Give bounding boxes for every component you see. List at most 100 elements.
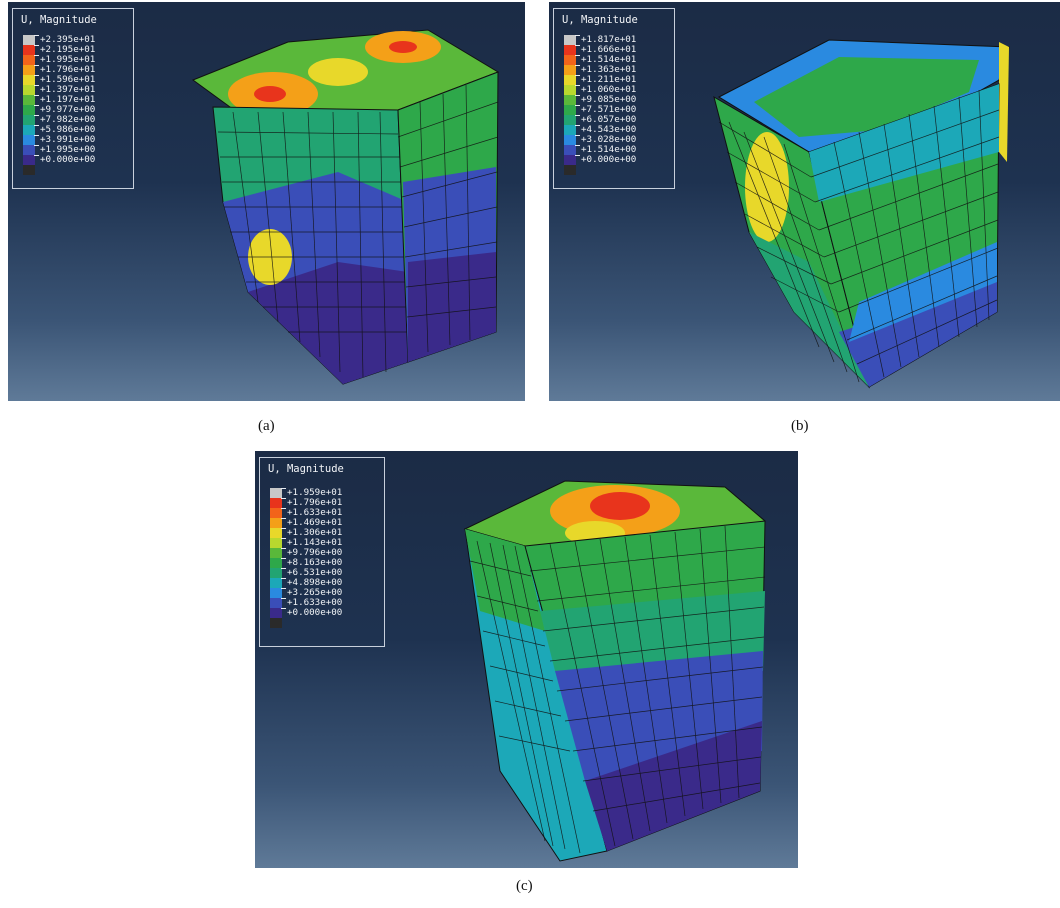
- viewport-a[interactable]: U, Magnitude +2.395e+01 +2.195e+01 +1.99…: [8, 2, 525, 401]
- legend-tick: +3.265e+00: [280, 587, 343, 598]
- legend-tick: +4.898e+00: [280, 577, 343, 588]
- legend-tick: +1.514e+00: [574, 144, 637, 155]
- legend-tick: +1.959e+01: [280, 487, 343, 498]
- legend-tick: +2.195e+01: [33, 44, 96, 55]
- legend-title: U, Magnitude: [562, 14, 638, 26]
- legend-swatch: [564, 105, 576, 115]
- legend-swatch: [23, 95, 35, 105]
- legend-tick: +9.796e+00: [280, 547, 343, 558]
- legend-tick: +1.143e+01: [280, 537, 343, 548]
- legend-swatch: [270, 588, 282, 598]
- legend-swatch: [270, 528, 282, 538]
- legend-swatch: [270, 618, 282, 628]
- viewport-c[interactable]: U, Magnitude +1.959e+01 +1.796e+01 +1.63…: [255, 451, 798, 868]
- deformed-mesh-model-c: [463, 480, 766, 862]
- legend-tick: +1.995e+00: [33, 144, 96, 155]
- legend-swatch: [564, 75, 576, 85]
- legend-swatch: [23, 65, 35, 75]
- legend-tick: +3.991e+00: [33, 134, 96, 145]
- legend-swatch: [564, 125, 576, 135]
- legend-swatch: [23, 105, 35, 115]
- legend-swatch: [270, 558, 282, 568]
- legend-swatch: [270, 608, 282, 618]
- legend-swatches: [564, 35, 576, 175]
- legend-tick: +1.796e+01: [280, 497, 343, 508]
- caption-a: (a): [258, 418, 275, 434]
- legend-tick: +8.163e+00: [280, 557, 343, 568]
- legend-ticks: +2.395e+01 +2.195e+01 +1.995e+01 +1.796e…: [33, 34, 96, 165]
- legend-tick: +1.211e+01: [574, 74, 637, 85]
- legend-swatch: [564, 55, 576, 65]
- legend-tick: +1.197e+01: [33, 94, 96, 105]
- legend-tick: +9.977e+00: [33, 104, 96, 115]
- legend-tick: +1.060e+01: [574, 84, 637, 95]
- legend-tick: +1.633e+00: [280, 597, 343, 608]
- legend-swatch: [564, 35, 576, 45]
- legend-swatch: [270, 488, 282, 498]
- legend-swatch: [270, 548, 282, 558]
- legend-swatch: [564, 65, 576, 75]
- legend-swatch: [23, 85, 35, 95]
- legend-tick: +4.543e+00: [574, 124, 637, 135]
- caption-b: (b): [791, 418, 809, 434]
- legend-title: U, Magnitude: [268, 463, 344, 475]
- legend-swatch: [564, 155, 576, 165]
- legend-swatch: [270, 598, 282, 608]
- deformed-mesh-model-b: [713, 39, 1010, 389]
- legend-swatch: [23, 45, 35, 55]
- legend-tick: +1.666e+01: [574, 44, 637, 55]
- legend-swatch: [564, 115, 576, 125]
- legend-tick: +1.596e+01: [33, 74, 96, 85]
- color-legend: U, Magnitude +1.959e+01 +1.796e+01 +1.63…: [259, 457, 385, 647]
- legend-swatch: [564, 45, 576, 55]
- legend-tick: +9.085e+00: [574, 94, 637, 105]
- legend-swatch: [23, 115, 35, 125]
- color-legend: U, Magnitude +1.817e+01 +1.666e+01 +1.51…: [553, 8, 675, 189]
- legend-swatch: [564, 145, 576, 155]
- legend-swatch: [23, 155, 35, 165]
- legend-swatch: [270, 568, 282, 578]
- legend-swatch: [23, 55, 35, 65]
- legend-swatch: [23, 35, 35, 45]
- legend-tick: +1.306e+01: [280, 527, 343, 538]
- legend-tick: +1.817e+01: [574, 34, 637, 45]
- legend-tick: +3.028e+00: [574, 134, 637, 145]
- legend-swatch: [564, 165, 576, 175]
- legend-tick: +2.395e+01: [33, 34, 96, 45]
- caption-c: (c): [516, 878, 533, 894]
- legend-swatch: [270, 498, 282, 508]
- legend-tick: +1.633e+01: [280, 507, 343, 518]
- legend-tick: +6.531e+00: [280, 567, 343, 578]
- legend-swatch: [564, 95, 576, 105]
- legend-tick: +1.995e+01: [33, 54, 96, 65]
- legend-tick: +0.000e+00: [33, 154, 96, 165]
- legend-tick: +7.571e+00: [574, 104, 637, 115]
- legend-tick: +1.469e+01: [280, 517, 343, 528]
- legend-ticks: +1.817e+01 +1.666e+01 +1.514e+01 +1.363e…: [574, 34, 637, 165]
- legend-tick: +6.057e+00: [574, 114, 637, 125]
- legend-swatch: [270, 538, 282, 548]
- legend-tick: +0.000e+00: [280, 607, 343, 618]
- deformed-mesh-model-a: [191, 29, 500, 385]
- legend-swatch: [23, 165, 35, 175]
- legend-swatch: [270, 578, 282, 588]
- legend-swatch: [270, 518, 282, 528]
- legend-tick: +1.363e+01: [574, 64, 637, 75]
- legend-tick: +1.796e+01: [33, 64, 96, 75]
- legend-swatch: [23, 145, 35, 155]
- viewport-b[interactable]: U, Magnitude +1.817e+01 +1.666e+01 +1.51…: [549, 2, 1060, 401]
- legend-title: U, Magnitude: [21, 14, 97, 26]
- legend-swatch: [564, 85, 576, 95]
- legend-swatches: [270, 488, 282, 628]
- legend-tick: +5.986e+00: [33, 124, 96, 135]
- legend-tick: +1.397e+01: [33, 84, 96, 95]
- legend-ticks: +1.959e+01 +1.796e+01 +1.633e+01 +1.469e…: [280, 487, 343, 618]
- legend-swatches: [23, 35, 35, 175]
- color-legend: U, Magnitude +2.395e+01 +2.195e+01 +1.99…: [12, 8, 134, 189]
- legend-swatch: [23, 135, 35, 145]
- legend-tick: +0.000e+00: [574, 154, 637, 165]
- legend-swatch: [23, 125, 35, 135]
- legend-swatch: [564, 135, 576, 145]
- legend-tick: +7.982e+00: [33, 114, 96, 125]
- legend-tick: +1.514e+01: [574, 54, 637, 65]
